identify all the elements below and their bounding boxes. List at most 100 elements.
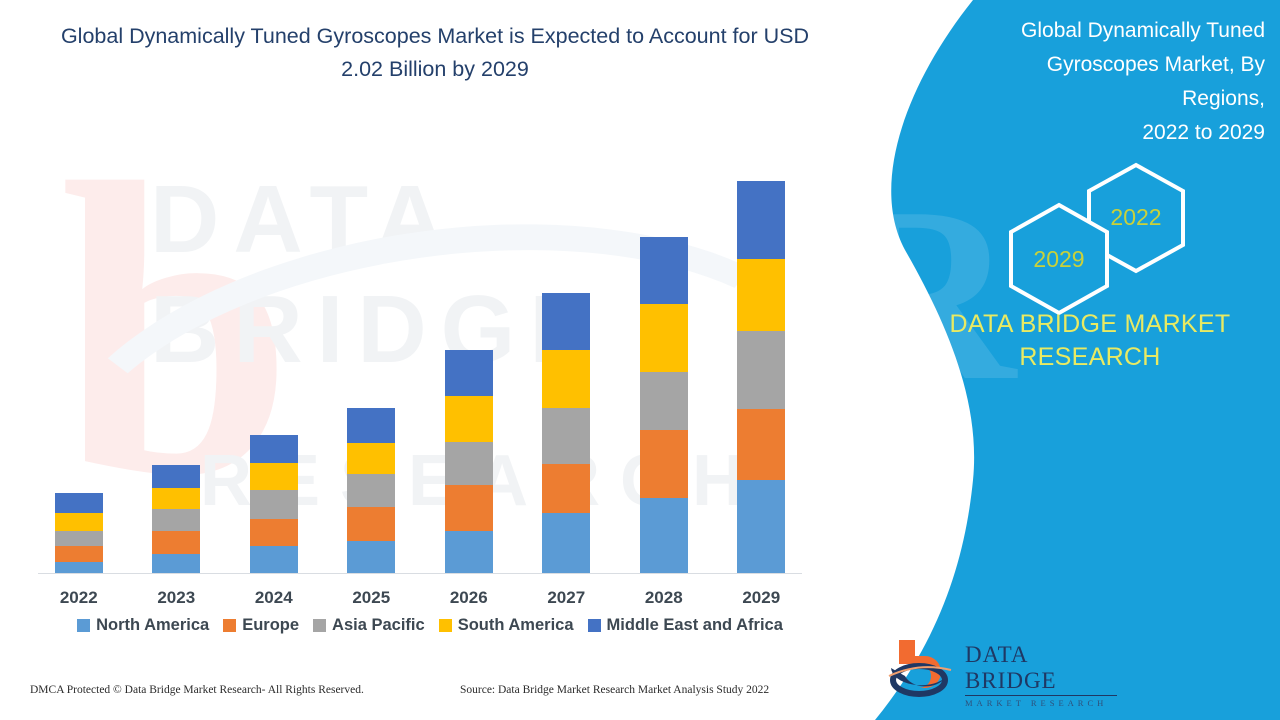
bar-segment-2025-south-america	[347, 442, 396, 475]
x-axis-label-2022: 2022	[59, 588, 98, 607]
bar-segment-2029-europe	[737, 408, 786, 480]
bar-segment-2029-south-america	[737, 259, 786, 332]
bar-segment-2023-europe	[152, 530, 201, 554]
legend-item-asia-pacific[interactable]: Asia Pacific	[313, 616, 425, 635]
x-axis-label-2027: 2027	[547, 588, 586, 607]
x-axis-label-2029: 2029	[742, 588, 781, 607]
bar-column-2025	[328, 150, 415, 574]
plot-area	[30, 150, 810, 574]
bar-column-2026	[425, 150, 512, 574]
legend-label: North America	[96, 616, 210, 634]
side-watermark-letter: R	[845, 156, 1016, 433]
chart-panel: b DATA BRIDGE RESEARCH Global Dynamicall…	[0, 20, 877, 708]
bar-segment-2024-asia-pacific	[249, 490, 298, 519]
bar-column-2024	[230, 150, 317, 574]
legend-swatch-icon	[77, 619, 91, 632]
bar-segment-2027-asia-pacific	[542, 407, 591, 464]
side-brand-line-1: DATA BRIDGE MARKET	[949, 310, 1231, 338]
bar-segment-2029-north-america	[737, 479, 786, 574]
side-title-line-3: 2022 to 2029	[1142, 121, 1265, 144]
bar-segment-2024-europe	[249, 518, 298, 547]
legend-swatch-icon	[438, 619, 452, 632]
hexagon-2022: 2022	[1085, 162, 1187, 274]
bar-segment-2027-middle-east-and-africa	[542, 293, 591, 351]
x-axis-label-2024: 2024	[254, 588, 293, 607]
bar-segment-2028-asia-pacific	[639, 371, 688, 430]
bar-segment-2025-asia-pacific	[347, 474, 396, 508]
side-panel-title: Global Dynamically Tuned Gyroscopes Mark…	[965, 14, 1265, 150]
logo-wordmark: DATA BRIDGE MARKET RESEARCH	[965, 642, 1117, 708]
bar-column-2023	[133, 150, 220, 574]
legend-item-europe[interactable]: Europe	[223, 616, 299, 635]
bar-segment-2023-middle-east-and-africa	[152, 464, 201, 489]
legend-swatch-icon	[223, 619, 237, 632]
chart-legend: North America Europe Asia Pacific South Ame…	[30, 616, 830, 635]
bar-segment-2026-asia-pacific	[444, 441, 493, 485]
logo-main-text: DATA BRIDGE	[965, 642, 1057, 693]
bar-segment-2023-north-america	[152, 553, 201, 574]
stacked-bar-2022	[54, 493, 103, 574]
chart-title-line-2: USD 2.02 Billion by 2029	[341, 24, 810, 81]
legend-item-north-america[interactable]: North America	[77, 616, 209, 635]
legend-label: South America	[457, 616, 574, 634]
bar-segment-2024-north-america	[249, 546, 298, 574]
legend-item-south-america[interactable]: South America	[438, 616, 574, 635]
bar-segment-2025-middle-east-and-africa	[347, 407, 396, 443]
bar-segment-2028-south-america	[639, 303, 688, 372]
legend-label: Asia Pacific	[332, 616, 425, 634]
side-title-line-1: Global Dynamically Tuned	[1021, 19, 1265, 42]
hexagon-2022-label: 2022	[1110, 204, 1162, 230]
bar-column-2022	[35, 150, 122, 574]
bar-segment-2022-south-america	[54, 512, 103, 531]
bar-segment-2024-middle-east-and-africa	[249, 435, 298, 463]
x-axis-label-2028: 2028	[644, 588, 683, 607]
bar-segment-2022-north-america	[54, 562, 103, 574]
side-panel-background	[875, 0, 1280, 720]
bar-segment-2027-south-america	[542, 350, 591, 408]
legend-item-middle-east-and-africa[interactable]: Middle East and Africa	[587, 616, 783, 635]
footer-source-text: Source: Data Bridge Market Research Mark…	[460, 684, 770, 696]
hexagon-group: 2022 2029	[963, 162, 1263, 316]
legend-swatch-icon	[587, 619, 601, 632]
bar-segment-2025-north-america	[347, 541, 396, 574]
chart-title-line-1: Global Dynamically Tuned Gyroscopes Mark…	[60, 24, 758, 48]
footer-dmca-text: DMCA Protected © Data Bridge Market Rese…	[30, 684, 364, 696]
stacked-bar-2029	[737, 180, 786, 574]
side-title-line-2: Gyroscopes Market, By Regions,	[1046, 53, 1265, 110]
bar-segment-2028-north-america	[639, 497, 688, 574]
legend-label: Europe	[242, 616, 300, 634]
bar-column-2029	[718, 150, 805, 574]
stacked-bar-2028	[639, 236, 688, 574]
logo-divider	[965, 695, 1117, 696]
stacked-bar-2026	[444, 350, 493, 574]
bar-segment-2026-south-america	[444, 395, 493, 442]
x-axis-label-2025: 2025	[352, 588, 391, 607]
bar-segment-2028-middle-east-and-africa	[639, 236, 688, 304]
x-axis-label-2023: 2023	[157, 588, 196, 607]
hexagon-2029: 2029	[1007, 202, 1111, 316]
bar-column-2027	[523, 150, 610, 574]
bar-segment-2027-north-america	[542, 512, 591, 574]
bar-segment-2026-middle-east-and-africa	[444, 350, 493, 396]
bar-segment-2022-middle-east-and-africa	[54, 493, 103, 513]
bar-segment-2023-asia-pacific	[152, 509, 201, 531]
bar-segment-2026-north-america	[444, 530, 493, 574]
stacked-bar-2025	[347, 407, 396, 574]
side-brand-line-2: RESEARCH	[1019, 343, 1161, 371]
bar-segment-2025-europe	[347, 507, 396, 542]
stacked-bar-2023	[152, 464, 201, 574]
bar-segment-2028-europe	[639, 429, 688, 498]
x-axis-label-2026: 2026	[449, 588, 488, 607]
footer: DMCA Protected © Data Bridge Market Rese…	[0, 684, 860, 708]
side-brand-name: DATA BRIDGE MARKET RESEARCH	[940, 308, 1240, 374]
stacked-bar-2024	[249, 435, 298, 574]
logo-sub-text: MARKET RESEARCH	[965, 698, 1108, 708]
logo-mark-icon	[885, 636, 957, 698]
bar-segment-2027-europe	[542, 463, 591, 513]
chart-title: Global Dynamically Tuned Gyroscopes Mark…	[40, 20, 830, 86]
bar-segment-2026-europe	[444, 484, 493, 531]
bar-segment-2023-south-america	[152, 488, 201, 510]
bar-segment-2022-europe	[54, 546, 103, 563]
bar-segment-2022-asia-pacific	[54, 530, 103, 547]
